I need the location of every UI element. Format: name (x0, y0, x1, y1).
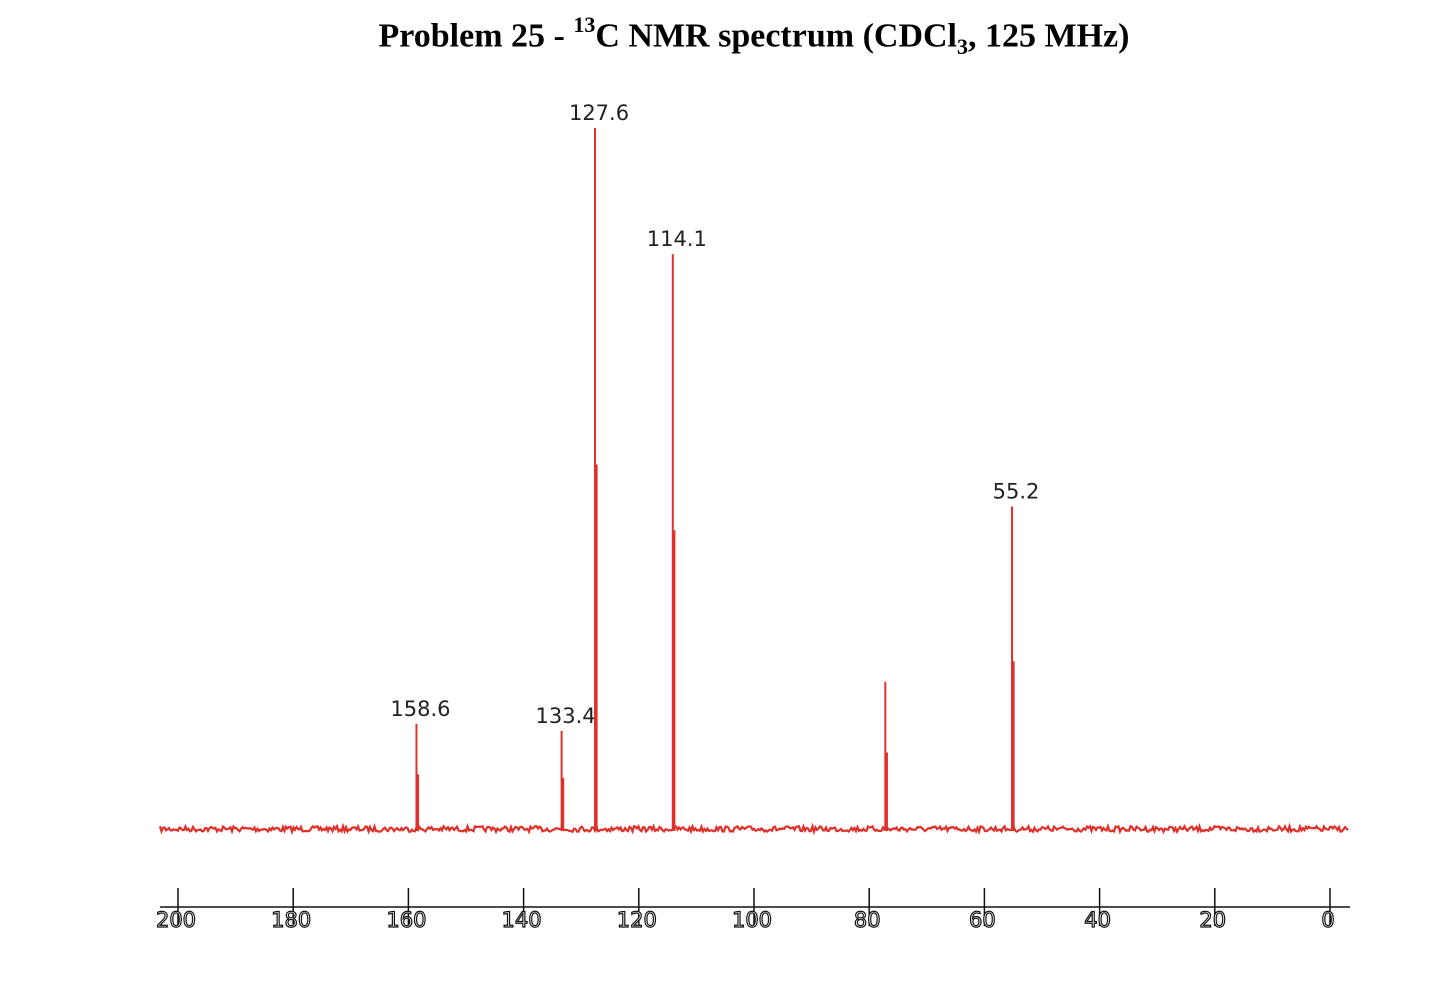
x-tick-label: 40 (1084, 908, 1111, 932)
peak-label: 114.1 (647, 227, 707, 251)
title-subscript: 3 (957, 34, 969, 60)
title-middle: C NMR spectrum (CDCl (595, 17, 958, 55)
peak-label: 127.6 (569, 101, 629, 125)
x-tick-label: 180 (271, 908, 311, 932)
title-superscript: 13 (573, 12, 596, 37)
x-axis: 200 180 160 140 120 100 80 60 40 20 0 (155, 888, 1350, 933)
spectrum-baseline (158, 822, 1349, 836)
x-tick-label: 200 (156, 908, 196, 932)
title-suffix: , 125 MHz) (968, 17, 1130, 55)
chart-title: Problem 25 - 13C NMR spectrum (CDCl3, 12… (0, 12, 1432, 60)
peak-label: 55.2 (993, 480, 1040, 504)
x-tick-label: 140 (502, 908, 542, 932)
x-tick-label: 160 (386, 908, 426, 932)
title-prefix: Problem 25 - (378, 17, 574, 55)
x-tick-label: 80 (854, 908, 881, 932)
x-tick-label: 120 (617, 908, 657, 932)
x-tick-label: 60 (969, 908, 996, 932)
plot-area: 158.6 133.4 127.6 114.1 55.2 (158, 101, 1349, 836)
peak-label: 133.4 (536, 704, 596, 728)
x-tick-label: 100 (732, 908, 772, 932)
x-tick-label: 0 (1321, 908, 1334, 932)
x-tick-label: 20 (1199, 908, 1226, 932)
peak-label: 158.6 (390, 697, 450, 721)
